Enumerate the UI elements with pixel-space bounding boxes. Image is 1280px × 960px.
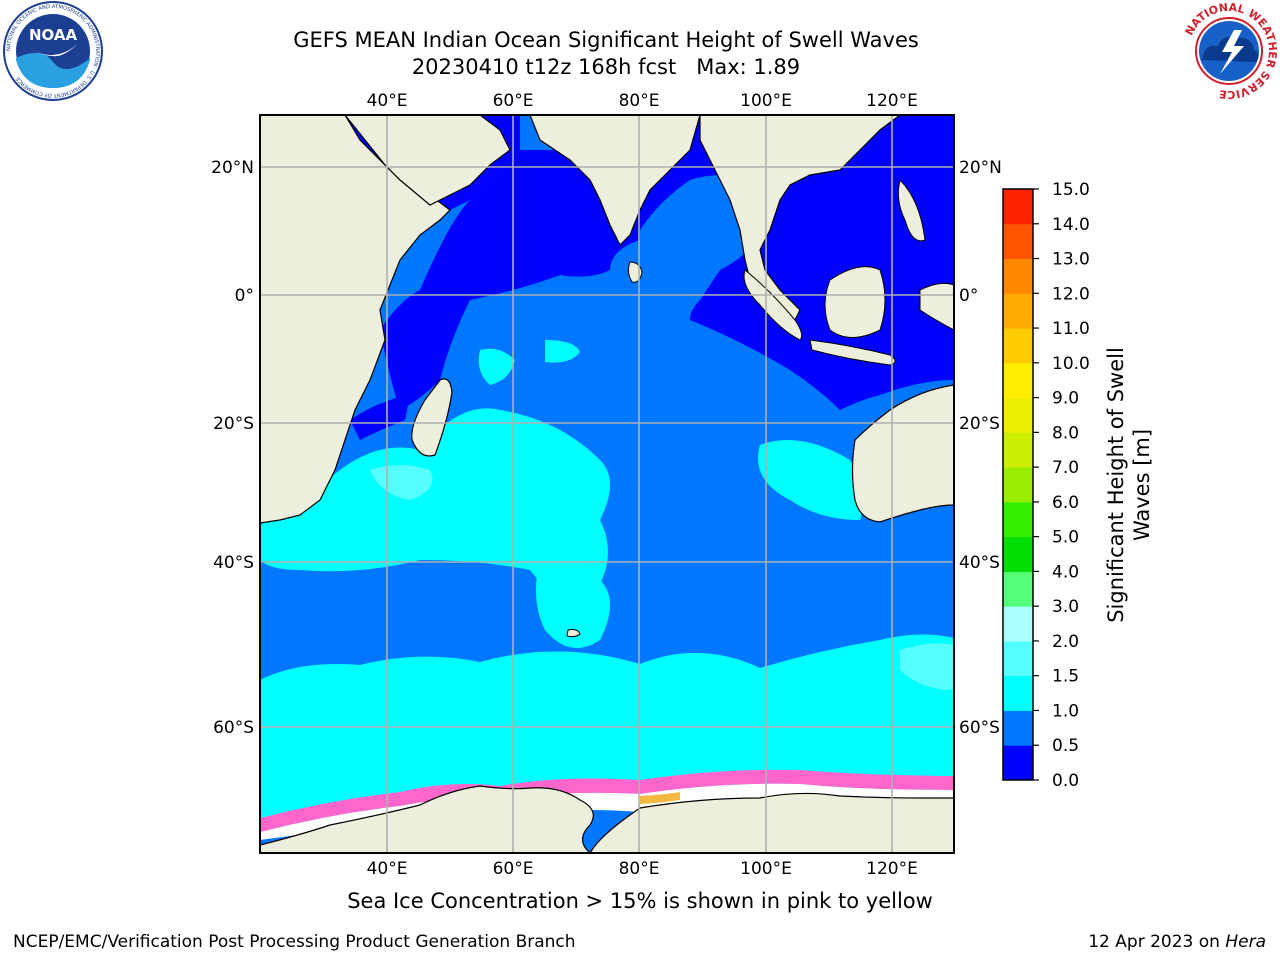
colorbar-bin	[1003, 362, 1033, 399]
footer-machine: Hera	[1225, 932, 1266, 952]
bottom-lon-label: 120°E	[866, 859, 918, 879]
colorbar-bin	[1003, 710, 1033, 746]
right-lat-label: 0°	[959, 286, 978, 306]
left-lat-label: 20°N	[211, 158, 254, 178]
colorbar-bin	[1003, 745, 1033, 781]
footer-organization: NCEP/EMC/Verification Post Processing Pr…	[13, 932, 576, 952]
top-lon-label: 120°E	[866, 91, 918, 111]
colorbar-bin	[1003, 675, 1033, 711]
left-lat-label: 20°S	[213, 414, 254, 434]
colorbar-title: Significant Height of Swell	[1104, 347, 1128, 623]
right-lat-label: 40°S	[959, 553, 1000, 573]
colorbar-bin	[1003, 606, 1033, 642]
sea-ice-note: Sea Ice Concentration > 15% is shown in …	[347, 889, 933, 913]
colorbar-tick-label: 14.0	[1052, 215, 1090, 235]
colorbar-bin	[1003, 571, 1033, 607]
colorbar-tick-label: 11.0	[1052, 319, 1090, 339]
left-lat-label: 0°	[235, 286, 254, 306]
colorbar-bin	[1003, 258, 1033, 294]
colorbar-tick-label: 0.0	[1052, 771, 1079, 791]
nws-logo-icon: NATIONAL WEATHER SERVICE	[1180, 1, 1279, 101]
colorbar-tick-label: 7.0	[1052, 458, 1079, 478]
colorbar-bin	[1003, 467, 1033, 503]
colorbar-tick-label: 9.0	[1052, 389, 1079, 409]
left-lat-label: 40°S	[213, 553, 254, 573]
map-subtitle-run-info: 20230410 t12z 168h fcst Max: 1.89	[411, 55, 801, 79]
colorbar-frame	[1002, 188, 1034, 781]
colorbar-bin	[1003, 328, 1033, 364]
colorbar-bin	[1003, 501, 1033, 538]
map-field	[260, 115, 954, 853]
colorbar-bin	[1003, 293, 1033, 329]
colorbar-bin	[1003, 223, 1033, 260]
colorbar-tick-label: 13.0	[1052, 250, 1090, 270]
bottom-lon-label: 100°E	[740, 859, 792, 879]
colorbar-tick-label: 2.0	[1052, 632, 1079, 652]
footer-date: 12 Apr 2023 on Hera	[1088, 932, 1266, 952]
colorbar-tick-label: 4.0	[1052, 562, 1079, 582]
left-lat-label: 60°S	[213, 718, 254, 738]
top-lon-label: 100°E	[740, 91, 792, 111]
colorbar-tick-label: 15.0	[1052, 180, 1090, 200]
noaa-logo-icon: NOAA NATIONAL OCEANIC AND ATMOSPHERIC AD…	[3, 1, 103, 101]
colorbar-tick-label: 6.0	[1052, 493, 1079, 513]
colorbar-tick-label: 8.0	[1052, 423, 1079, 443]
colorbar-bin	[1003, 189, 1033, 225]
bottom-lon-label: 40°E	[367, 859, 408, 879]
colorbar-tick-label: 1.0	[1052, 701, 1079, 721]
colorbar-tick-label: 12.0	[1052, 284, 1090, 304]
colorbar-tick-label: 10.0	[1052, 354, 1090, 374]
colorbar-title-units: Waves [m]	[1130, 429, 1154, 541]
colorbar-bin	[1003, 397, 1033, 433]
colorbar-bin	[1003, 640, 1033, 677]
footer-date-text: 12 Apr 2023 on	[1088, 932, 1226, 952]
colorbar	[1003, 189, 1033, 781]
colorbar-tick-label: 5.0	[1052, 528, 1079, 548]
colorbar-bin	[1003, 432, 1033, 468]
bottom-lon-label: 60°E	[493, 859, 534, 879]
right-lat-label: 20°S	[959, 414, 1000, 434]
right-lat-label: 20°N	[959, 158, 1002, 178]
map-title: GEFS MEAN Indian Ocean Significant Heigh…	[293, 28, 919, 52]
colorbar-tick-label: 1.5	[1052, 667, 1079, 687]
top-lon-label: 40°E	[367, 91, 408, 111]
bottom-lon-label: 80°E	[619, 859, 660, 879]
top-lon-label: 80°E	[619, 91, 660, 111]
noaa-logo-text: NOAA	[29, 26, 78, 44]
top-lon-label: 60°E	[493, 91, 534, 111]
colorbar-tick-label: 0.5	[1052, 736, 1079, 756]
colorbar-tick-label: 3.0	[1052, 597, 1079, 617]
colorbar-bin	[1003, 536, 1033, 572]
map-gridlines	[260, 115, 954, 853]
right-lat-label: 60°S	[959, 718, 1000, 738]
map-frame	[259, 114, 955, 854]
